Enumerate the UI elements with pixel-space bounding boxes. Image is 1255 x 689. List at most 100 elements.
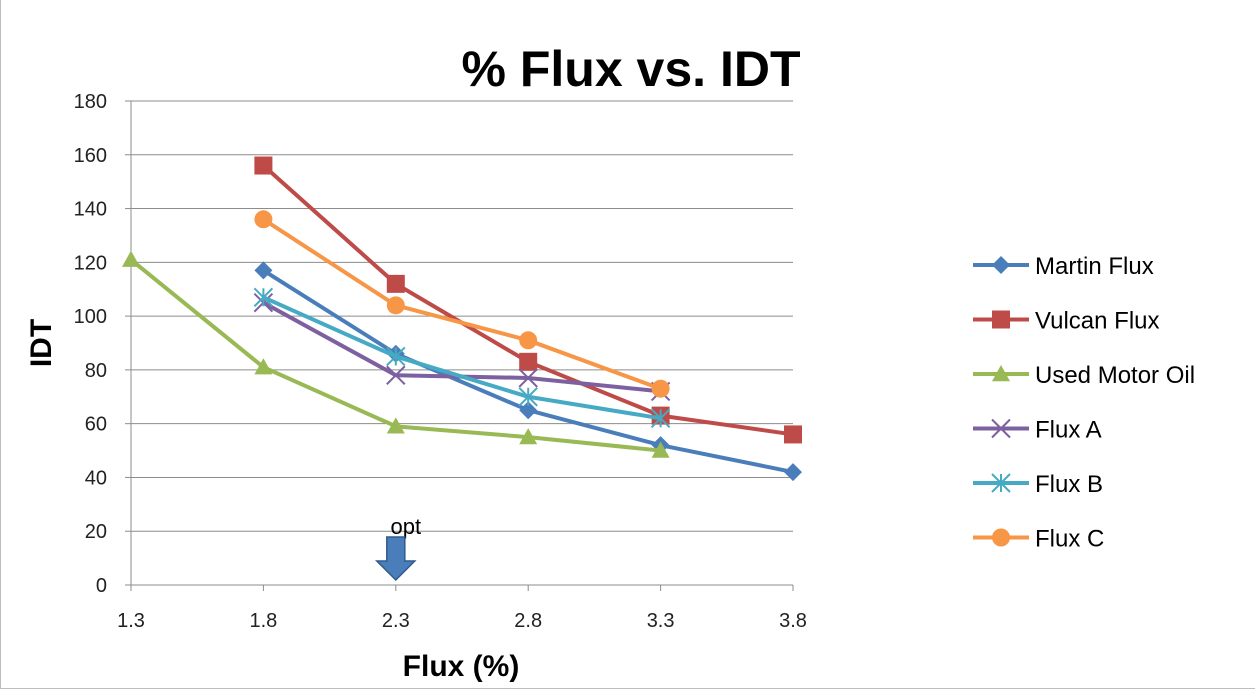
data-point: [254, 156, 273, 175]
diamond-marker: [992, 256, 1010, 274]
legend-label: Martin Flux: [1035, 253, 1154, 280]
data-point: [122, 250, 140, 267]
y-tick-label: 160: [74, 145, 107, 167]
legend-label: Used Motor Oil: [1035, 362, 1195, 389]
y-tick-labels: 0 20 40 60 80 100 120 140 160 180: [74, 91, 107, 597]
triangle-marker: [254, 358, 273, 375]
data-point: [386, 296, 405, 315]
data-point: [386, 274, 405, 293]
diamond-marker: [784, 463, 802, 482]
legend-item: Vulcan Flux: [973, 308, 1160, 335]
x-marker-stroke: [386, 365, 406, 385]
data-point: [992, 365, 1010, 382]
data-point: [992, 310, 1010, 329]
data-point: [254, 358, 273, 375]
legend: Martin Flux Vulcan Flux Used Motor Oil Flux…: [973, 253, 1195, 553]
chart-title: % Flux vs. IDT: [462, 41, 801, 97]
circle-marker: [651, 379, 670, 398]
x-tick-label: 3.3: [647, 610, 675, 632]
series-line: [262, 217, 662, 391]
data-point: [992, 256, 1010, 274]
circle-marker: [519, 331, 538, 350]
series-flux-b: [253, 287, 671, 428]
x-tick-label: 1.8: [249, 610, 277, 632]
data-point: [651, 441, 670, 458]
x-axis-title: Flux (%): [403, 650, 520, 683]
y-tick-label: 100: [74, 306, 107, 328]
data-point: [992, 528, 1010, 547]
x-tick-label: 2.8: [514, 610, 542, 632]
data-point: [518, 368, 538, 388]
circle-marker: [386, 296, 405, 315]
data-point: [519, 428, 538, 445]
legend-item: Martin Flux: [973, 253, 1154, 280]
annotations: opt: [374, 514, 422, 582]
diamond-marker: [254, 261, 273, 280]
series-line: [262, 295, 661, 421]
legend-label: Flux C: [1035, 526, 1104, 553]
y-tick-label: 120: [74, 252, 107, 274]
data-point: [518, 387, 538, 407]
x-tick-label: 3.8: [779, 610, 807, 632]
y-tick-label: 40: [85, 467, 107, 489]
triangle-marker: [651, 441, 670, 458]
legend-item: Flux A: [973, 417, 1102, 444]
square-marker: [519, 352, 538, 371]
y-tick-label: 0: [96, 575, 107, 597]
data-point: [519, 331, 538, 350]
down-arrow-icon: [374, 536, 417, 582]
triangle-marker: [992, 365, 1010, 382]
legend-item: Flux C: [973, 526, 1104, 553]
series-flux-a: [253, 292, 671, 402]
y-tick-label: 180: [74, 91, 107, 113]
data-point: [651, 379, 670, 398]
y-tick-label: 80: [85, 360, 107, 382]
legend-item: Used Motor Oil: [973, 362, 1195, 389]
legend-label: Vulcan Flux: [1035, 308, 1160, 335]
data-point: [784, 463, 802, 482]
x-tick-label: 1.3: [117, 610, 145, 632]
series-flux-c: [254, 210, 670, 398]
y-tick-label: 140: [74, 199, 107, 221]
series-lines: [122, 156, 802, 482]
x-marker-stroke: [518, 368, 538, 388]
data-point: [519, 401, 538, 420]
data-point: [386, 346, 406, 367]
x-tick-label: 2.3: [382, 610, 410, 632]
square-marker: [992, 310, 1010, 329]
data-point: [254, 261, 273, 280]
grid-lines: [131, 100, 793, 532]
data-point: [991, 473, 1011, 493]
data-point: [386, 417, 405, 434]
legend-label: Flux B: [1035, 471, 1103, 498]
square-marker: [386, 274, 405, 293]
circle-marker: [254, 210, 273, 229]
diamond-marker: [519, 401, 538, 420]
data-point: [991, 418, 1011, 439]
y-axis-title: IDT: [25, 319, 58, 367]
data-point: [386, 365, 406, 385]
legend-label: Flux A: [1035, 417, 1102, 444]
triangle-marker: [122, 250, 140, 267]
triangle-marker: [519, 428, 538, 445]
data-point: [253, 287, 274, 307]
opt-annotation: opt: [374, 514, 422, 582]
legend-item: Flux B: [973, 471, 1103, 498]
square-marker: [784, 425, 802, 444]
x-tick-labels: 1.3 1.8 2.3 2.8 3.3 3.8: [117, 610, 807, 632]
data-point: [519, 352, 538, 371]
y-tick-label: 60: [85, 414, 107, 436]
opt-label: opt: [391, 514, 422, 539]
triangle-marker: [386, 417, 405, 434]
series-used-motor-oil: [122, 250, 670, 458]
axes: [125, 100, 794, 591]
y-tick-label: 20: [85, 521, 107, 543]
data-point: [650, 408, 671, 428]
circle-marker: [992, 528, 1010, 547]
data-point: [254, 210, 273, 229]
series-martin-flux: [254, 261, 802, 482]
square-marker: [254, 156, 273, 175]
data-point: [784, 425, 802, 444]
